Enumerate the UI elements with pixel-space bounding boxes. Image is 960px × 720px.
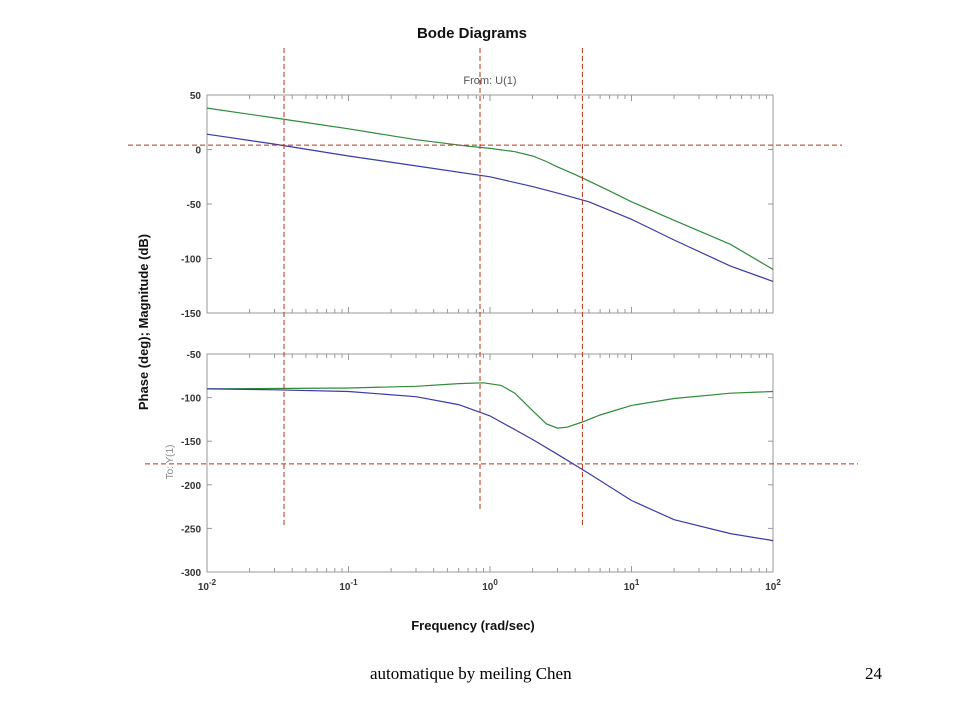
magnitude-axes-frame — [206, 94, 774, 314]
phase-line-blue — [206, 388, 774, 542]
phase-ticks: -50 -100 -150 -200 -250 -300 — [181, 350, 773, 579]
x-tick-label: 10-2 — [198, 578, 217, 593]
magnitude-y-tick-label: -100 — [181, 255, 201, 266]
output-label: To: Y(1) — [165, 445, 176, 480]
magnitude-y-tick-label: -50 — [187, 200, 202, 211]
phase-line-green — [206, 382, 774, 429]
phase-y-tick-label: -200 — [181, 481, 201, 492]
magnitude-line-blue — [206, 133, 774, 282]
phase-panel: -50 -100 -150 -200 -250 -300 — [181, 350, 774, 579]
magnitude-y-tick-label: -150 — [181, 309, 201, 320]
magnitude-y-tick-label: 50 — [190, 91, 202, 102]
phase-series — [206, 382, 774, 542]
phase-y-tick-label: -100 — [181, 394, 201, 405]
phase-y-tick-label: -300 — [181, 568, 201, 579]
x-tick-label: 10-1 — [339, 578, 358, 593]
x-axis-label: Frequency (rad/sec) — [411, 618, 535, 633]
x-tick-label: 100 — [482, 578, 498, 593]
footer-text: automatique by meiling Chen — [370, 664, 572, 683]
magnitude-line-green — [206, 107, 774, 270]
chart-subtitle: From: U(1) — [463, 75, 516, 87]
magnitude-ticks: 50 0 -50 -100 -150 — [181, 91, 773, 320]
x-axis-ticks: 10-2 10-1 100 101 102 — [198, 578, 781, 593]
magnitude-y-tick-label: 0 — [195, 146, 201, 157]
guide-lines — [128, 48, 858, 528]
phase-axes-frame — [206, 353, 774, 573]
phase-y-tick-label: -50 — [187, 350, 202, 361]
bode-chart: Bode Diagrams From: U(1) Phase (deg); Ma… — [128, 25, 858, 633]
x-tick-label: 102 — [765, 578, 781, 593]
magnitude-panel: 50 0 -50 -100 -150 — [181, 91, 774, 320]
y-axis-label: Phase (deg); Magnitude (dB) — [136, 234, 151, 410]
x-tick-label: 101 — [624, 578, 640, 593]
magnitude-series — [206, 107, 774, 282]
chart-title: Bode Diagrams — [417, 25, 527, 42]
phase-y-tick-label: -250 — [181, 524, 201, 535]
phase-y-tick-label: -150 — [181, 437, 201, 448]
page-number: 24 — [865, 664, 882, 683]
